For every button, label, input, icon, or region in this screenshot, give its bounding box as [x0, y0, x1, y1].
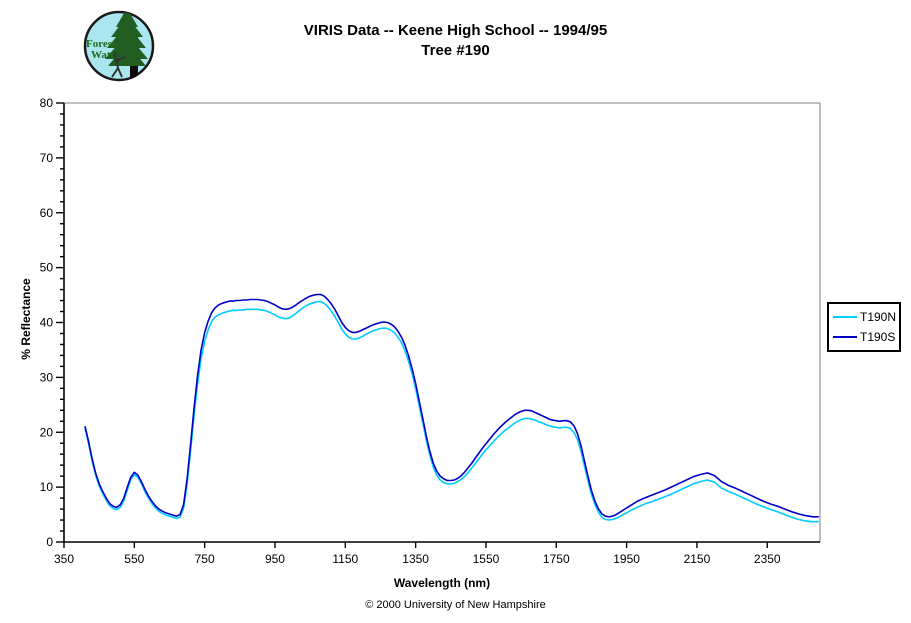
x-tick-label: 1750	[543, 552, 570, 566]
y-tick-label: 10	[40, 480, 54, 494]
y-tick-label: 0	[46, 535, 53, 549]
y-tick-label: 40	[40, 316, 54, 330]
x-tick-label: 1350	[402, 552, 429, 566]
legend-label-t190n: T190N	[860, 310, 897, 324]
t190n-line-swatch	[833, 316, 857, 318]
y-tick-label: 80	[40, 96, 54, 110]
copyright-text: © 2000 University of New Hampshire	[365, 599, 546, 611]
series-line-t190s	[84, 293, 820, 518]
x-tick-label: 1150	[332, 552, 358, 566]
logo-text-line2: Watch	[91, 49, 122, 61]
y-tick-label: 60	[40, 206, 54, 220]
x-tick-label: 2350	[754, 552, 781, 566]
legend-label-t190s: T190S	[860, 330, 896, 344]
x-tick-label: 750	[195, 552, 215, 566]
chart-title: VIRIS Data -- Keene High School -- 1994/…	[303, 22, 608, 39]
y-tick-label: 30	[40, 370, 54, 384]
x-tick-label: 1950	[613, 552, 640, 566]
chart-subtitle: Tree #190	[421, 42, 490, 60]
t190s-line-swatch	[833, 336, 857, 338]
x-tick-label: 350	[54, 552, 74, 566]
legend-box: T190N T190S	[827, 302, 901, 352]
x-tick-label: 950	[265, 552, 285, 566]
y-tick-label: 20	[40, 425, 54, 439]
y-tick-label: 70	[40, 151, 54, 165]
x-tick-label: 1550	[473, 552, 500, 566]
title-block: VIRIS Data -- Keene High School -- 1994/…	[0, 21, 911, 62]
x-tick-label: 550	[124, 552, 144, 566]
logo-text-line1: Forest	[86, 38, 116, 50]
y-tick-label: 50	[40, 261, 54, 275]
x-axis-label: Wavelength (nm)	[393, 576, 491, 590]
forest-watch-logo: Forest Watch	[83, 10, 155, 82]
series-line-t190n	[84, 300, 820, 523]
person-icon	[111, 52, 126, 78]
legend-entry-t190n: T190N	[833, 307, 897, 327]
y-axis-label: % Reflectance	[19, 278, 33, 360]
x-tick-label: 2150	[684, 552, 711, 566]
legend-entry-t190s: T190S	[833, 327, 897, 347]
